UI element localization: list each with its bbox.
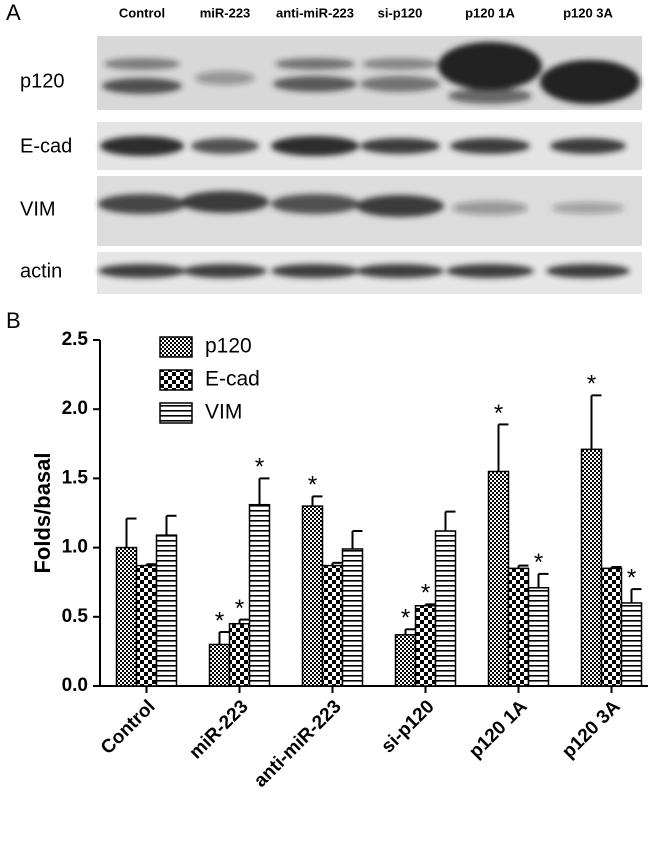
- legend-label: VIM: [205, 401, 242, 424]
- bar: [248, 503, 271, 687]
- panel-label: A: [6, 0, 21, 25]
- row-label: p120: [20, 70, 65, 92]
- y-tick-label: 2.0: [62, 398, 88, 419]
- bar: [208, 643, 231, 687]
- significance-mark: *: [494, 400, 503, 427]
- bar: [115, 546, 138, 687]
- significance-mark: *: [627, 564, 636, 591]
- bar: [620, 602, 643, 687]
- bar: [600, 567, 623, 687]
- blot-images: [97, 36, 642, 294]
- legend-swatch: [159, 336, 193, 358]
- bar: [527, 586, 550, 687]
- significance-mark: *: [255, 454, 264, 481]
- significance-mark: *: [215, 607, 224, 634]
- legend-swatch: [159, 402, 193, 424]
- bar: [301, 505, 324, 687]
- x-tick-label: miR-223: [185, 696, 252, 763]
- bar: [507, 567, 530, 687]
- bar: [414, 604, 437, 687]
- bar: [394, 634, 417, 687]
- significance-mark: *: [587, 371, 596, 398]
- significance-mark: *: [235, 595, 244, 622]
- y-tick-label: 2.5: [62, 329, 89, 350]
- significance-mark: *: [421, 580, 430, 607]
- legend-label: E-cad: [205, 368, 260, 391]
- lane-label: p120 3A: [563, 5, 613, 20]
- bar: [155, 534, 178, 687]
- lane-label: Control: [119, 5, 165, 20]
- bar: [487, 470, 510, 687]
- lane-label: anti-miR-223: [276, 5, 354, 20]
- y-tick-label: 0.5: [62, 606, 89, 627]
- x-tick-label: si-p120: [377, 696, 438, 757]
- y-tick-label: 1.5: [62, 467, 89, 488]
- lane-label: si-p120: [378, 5, 423, 20]
- y-tick-label: 1.0: [62, 537, 88, 558]
- x-tick-label: Control: [97, 696, 160, 759]
- x-tick-label: p120 3A: [558, 696, 625, 763]
- row-label: actin: [20, 260, 62, 282]
- legend-label: p120: [205, 335, 252, 358]
- lane-label: p120 1A: [465, 5, 515, 20]
- significance-mark: *: [308, 472, 317, 499]
- bar: [434, 530, 457, 687]
- y-tick-label: 0.0: [62, 675, 88, 696]
- panel-label: B: [6, 308, 21, 333]
- bar: [341, 548, 364, 687]
- row-label: E-cad: [20, 135, 72, 157]
- y-axis-label: Folds/basal: [30, 452, 55, 573]
- bar: [135, 564, 158, 687]
- row-label: VIM: [20, 198, 56, 220]
- bar: [580, 448, 603, 687]
- lane-label: miR-223: [200, 5, 251, 20]
- bar: [228, 622, 251, 687]
- bar: [321, 564, 344, 687]
- significance-mark: *: [534, 549, 543, 576]
- x-tick-label: p120 1A: [465, 696, 532, 763]
- significance-mark: *: [401, 605, 410, 632]
- legend-swatch: [159, 369, 193, 391]
- x-tick-label: anti-miR-223: [250, 696, 345, 791]
